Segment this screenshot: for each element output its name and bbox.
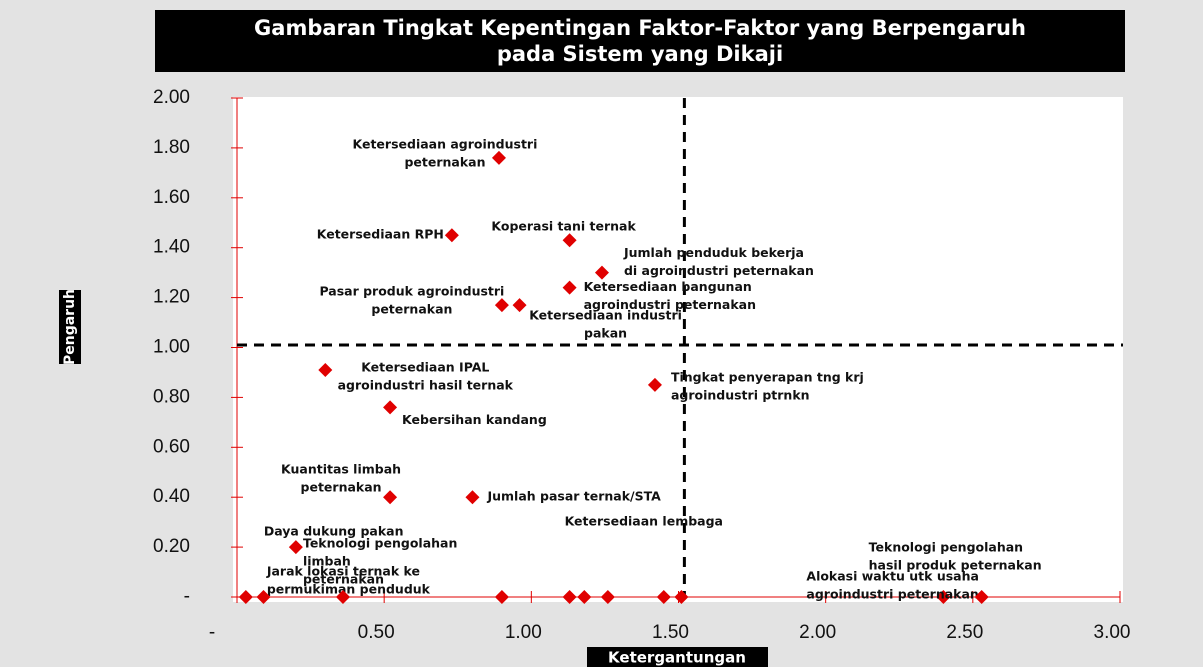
point-label: peternakan bbox=[301, 480, 382, 495]
x-tick-label: 2.50 bbox=[946, 622, 983, 643]
plot-area bbox=[233, 97, 1123, 602]
point bbox=[600, 590, 615, 604]
y-tick-label: - bbox=[184, 586, 190, 607]
point bbox=[562, 233, 577, 248]
point-label: agroindustri peternakan bbox=[806, 587, 978, 602]
y-tick-label: 0.20 bbox=[153, 536, 190, 557]
point bbox=[383, 400, 398, 415]
point-label: Koperasi tani ternak bbox=[491, 219, 636, 234]
point bbox=[256, 590, 271, 604]
point-label: Tingkat penyerapan tng krj bbox=[671, 369, 864, 384]
y-tick-label: 1.80 bbox=[153, 137, 190, 158]
point-label: Ketersediaan industri bbox=[529, 308, 682, 323]
point bbox=[465, 490, 480, 505]
point bbox=[656, 590, 671, 604]
x-tick-label: 2.00 bbox=[799, 622, 836, 643]
point-label: Jumlah penduduk bekerja bbox=[623, 245, 804, 260]
point bbox=[577, 590, 592, 604]
x-label-box bbox=[587, 647, 768, 667]
x-axis-label: Ketergantungan bbox=[608, 649, 746, 667]
point bbox=[335, 590, 350, 604]
point-label: Ketersediaan agroindustri bbox=[353, 136, 538, 151]
point bbox=[494, 590, 509, 604]
point-label: Kebersihan kandang bbox=[402, 412, 547, 427]
point-label: permukiman penduduk bbox=[267, 582, 431, 597]
x-tick-label: 0.50 bbox=[358, 622, 395, 643]
point bbox=[288, 540, 303, 555]
point bbox=[512, 298, 527, 313]
y-tick-label: 0.40 bbox=[153, 486, 190, 507]
point bbox=[383, 490, 398, 505]
point-label: Ketersediaan bangunan bbox=[584, 279, 752, 294]
y-tick-label: 2.00 bbox=[153, 87, 190, 108]
point-label: agroindustri hasil ternak bbox=[338, 377, 514, 392]
y-label-box bbox=[59, 290, 81, 364]
point bbox=[936, 590, 951, 604]
point-label: di agroindustri peternakan bbox=[624, 263, 814, 278]
point bbox=[444, 228, 459, 243]
point-label: hasil produk peternakan bbox=[869, 558, 1042, 573]
point bbox=[562, 280, 577, 295]
x-tick-label: 3.00 bbox=[1094, 622, 1131, 643]
point-label: Daya dukung pakan bbox=[264, 524, 404, 539]
title-box bbox=[155, 10, 1125, 72]
y-tick-label: 1.60 bbox=[153, 187, 190, 208]
y-tick-label: 1.00 bbox=[153, 337, 190, 358]
point-label: agroindustri ptrnkn bbox=[671, 387, 810, 402]
point bbox=[494, 298, 509, 313]
point bbox=[318, 362, 333, 377]
point-label: Teknologi pengolahan bbox=[869, 540, 1023, 555]
point bbox=[647, 377, 662, 392]
point-label: pakan bbox=[584, 326, 627, 341]
x-tick-label: 1.50 bbox=[652, 622, 689, 643]
point-label: Alokasi waktu utk usaha bbox=[806, 569, 979, 584]
point-label: Jumlah pasar ternak/STA bbox=[486, 489, 661, 504]
point bbox=[238, 590, 253, 604]
point-label: limbah bbox=[303, 554, 351, 569]
point-label: Ketersediaan RPH bbox=[317, 227, 444, 242]
point-label: Jarak lokasi ternak ke bbox=[266, 564, 420, 579]
point bbox=[562, 590, 577, 604]
point-label: Ketersediaan IPAL bbox=[361, 359, 489, 374]
y-axis-label: Pengaruh bbox=[62, 289, 78, 365]
x-tick-label: 1.00 bbox=[505, 622, 542, 643]
y-tick-label: 0.80 bbox=[153, 386, 190, 407]
point-label: Teknologi pengolahan bbox=[303, 536, 457, 551]
point-label: Ketersediaan lembaga bbox=[565, 514, 723, 529]
point bbox=[974, 590, 989, 604]
point bbox=[674, 590, 689, 604]
point-label: Kuantitas limbah bbox=[281, 462, 401, 477]
point bbox=[594, 265, 609, 280]
chart-title: Gambaran Tingkat Kepentingan Faktor-Fakt… bbox=[254, 16, 1026, 40]
y-tick-label: 1.40 bbox=[153, 237, 190, 258]
y-tick-label: 1.20 bbox=[153, 287, 190, 308]
point-label: agroindustri peternakan bbox=[584, 297, 756, 312]
y-tick-label: 0.60 bbox=[153, 436, 190, 457]
point-label: Pasar produk agroindustri bbox=[319, 284, 504, 299]
point-label: peternakan bbox=[371, 302, 452, 317]
x-tick-label: - bbox=[209, 622, 215, 643]
point-label: peternakan bbox=[404, 154, 485, 169]
point-label: peternakan bbox=[303, 572, 384, 587]
chart-title: pada Sistem yang Dikaji bbox=[497, 42, 783, 66]
point bbox=[491, 150, 506, 165]
